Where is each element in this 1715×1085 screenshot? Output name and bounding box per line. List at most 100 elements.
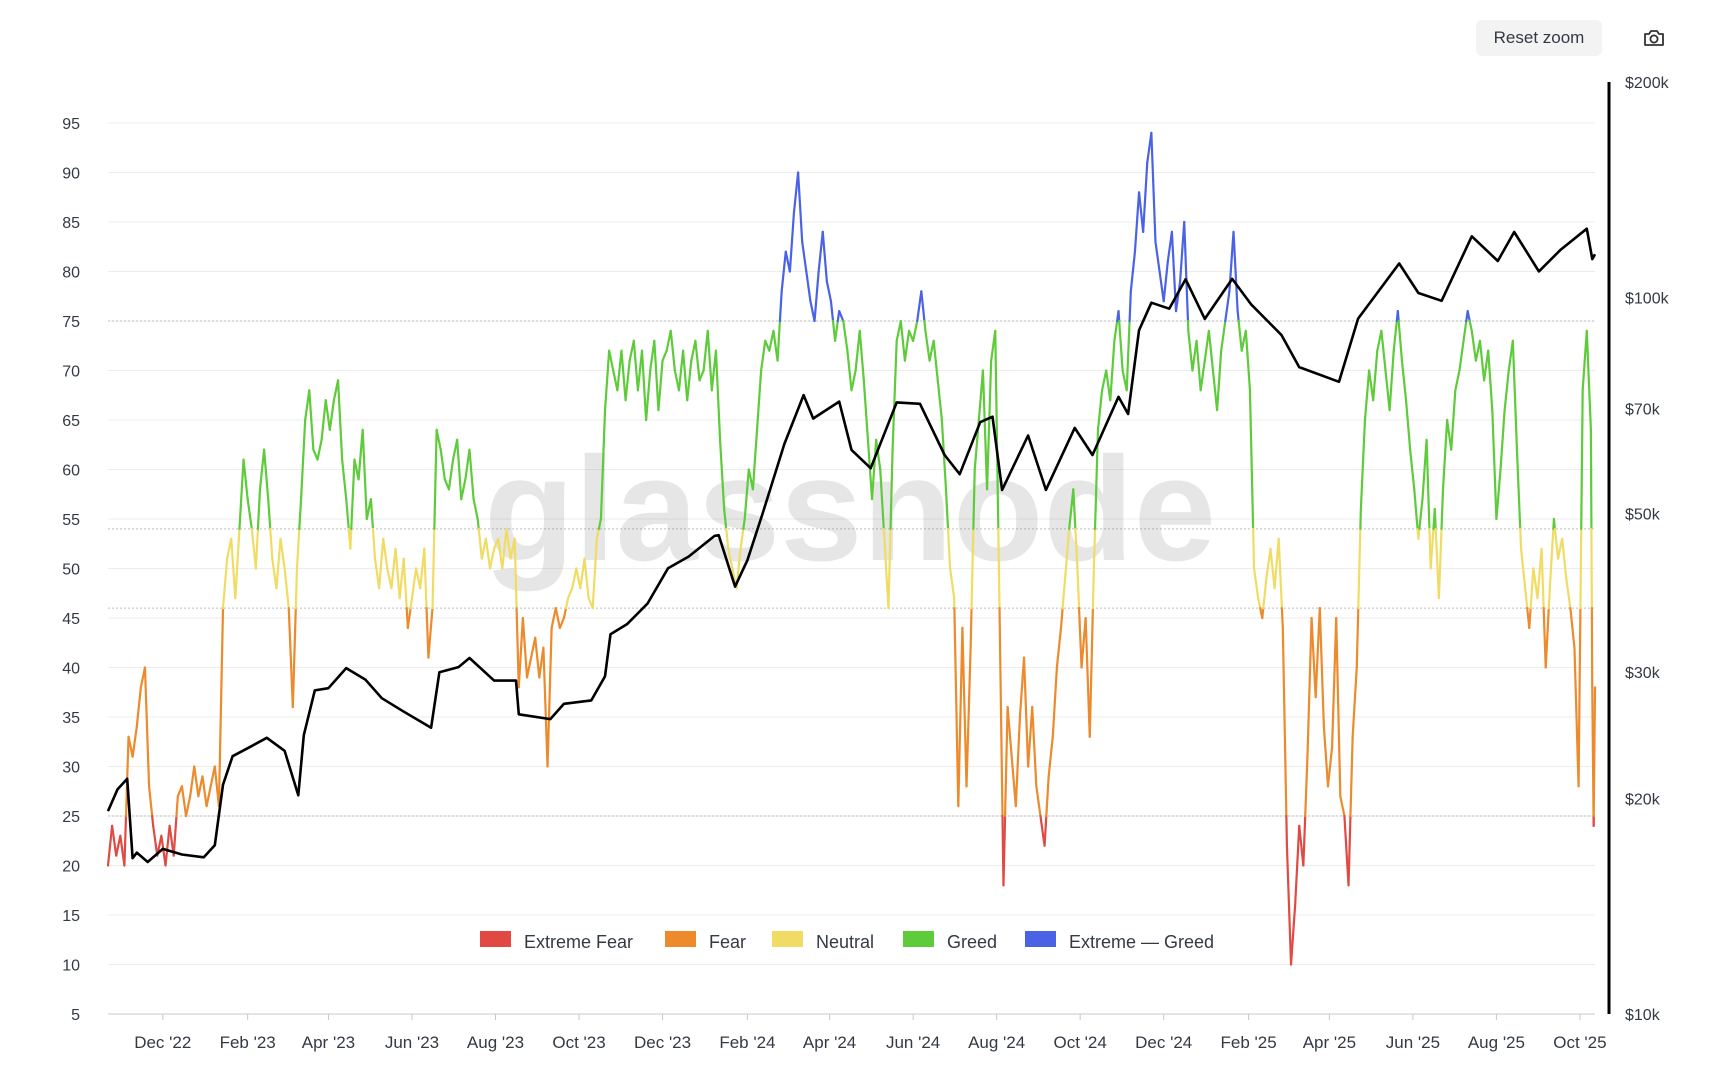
y-tick-label-left: 65 [62, 413, 80, 430]
sentiment-segment [687, 361, 691, 401]
sentiment-segment [1119, 321, 1122, 371]
sentiment-segment [1353, 668, 1357, 737]
sentiment-segment [1594, 687, 1595, 816]
sentiment-segment [671, 331, 675, 371]
sentiment-segment [1529, 608, 1530, 628]
y-tick-label-right: $200k [1625, 75, 1670, 92]
sentiment-segment [1566, 578, 1570, 608]
sentiment-segment [938, 380, 942, 420]
sentiment-segment [1591, 430, 1592, 529]
legend-label: Neutral [816, 932, 874, 952]
sentiment-segment [523, 618, 527, 677]
sentiment-segment [281, 539, 285, 569]
sentiment-segment [1398, 311, 1399, 321]
sentiment-segment [605, 351, 609, 410]
sentiment-segment [1197, 341, 1201, 391]
sentiment-segment [1258, 598, 1260, 608]
sentiment-segment [371, 499, 373, 529]
sentiment-segment [827, 281, 831, 301]
sentiment-segment [1496, 470, 1500, 520]
sentiment-segment [700, 371, 704, 381]
sentiment-segment [819, 232, 823, 272]
sentiment-segment [1305, 757, 1307, 816]
legend-label: Fear [709, 932, 746, 952]
sentiment-segment [708, 331, 712, 390]
x-tick-label: Oct '25 [1553, 1033, 1606, 1052]
sentiment-segment [1045, 816, 1047, 846]
y-tick-label-right: $50k [1625, 506, 1661, 523]
sentiment-segment [1283, 628, 1287, 816]
sentiment-segment [1049, 737, 1053, 777]
y-tick-label-left: 95 [62, 116, 80, 133]
sentiment-segment [1360, 509, 1361, 529]
sentiment-segment [1554, 519, 1555, 529]
sentiment-segment [383, 539, 387, 569]
sentiment-segment [424, 549, 426, 608]
legend-swatch [665, 931, 696, 947]
legend-label: Extreme — Greed [1069, 932, 1214, 952]
sentiment-segment [1402, 361, 1406, 401]
sentiment-segment [1238, 311, 1239, 321]
sentiment-segment [790, 212, 794, 271]
sentiment-segment [412, 569, 416, 599]
sentiment-segment [152, 816, 153, 826]
sentiment-segment [884, 529, 885, 539]
sentiment-segment [404, 559, 407, 609]
x-tick-label: Jun '25 [1386, 1033, 1440, 1052]
sentiment-segment [519, 618, 523, 687]
sentiment-segment [1542, 549, 1544, 608]
sentiment-segment [1439, 529, 1442, 598]
sentiment-segment [174, 816, 177, 856]
y-tick-label-right: $30k [1625, 665, 1661, 682]
sentiment-segment [564, 608, 566, 618]
sentiment-segment [1468, 311, 1470, 321]
sentiment-segment [1419, 499, 1422, 529]
sentiment-segment [998, 529, 999, 598]
y-tick-label-left: 85 [62, 215, 80, 232]
sentiment-segment [1201, 361, 1205, 391]
sentiment-segment [1312, 618, 1316, 697]
x-tick-label: Oct '24 [1053, 1033, 1106, 1052]
sentiment-segment [954, 608, 958, 806]
sentiment-segment [1365, 371, 1369, 421]
sentiment-segment [1549, 588, 1550, 608]
sentiment-segment [609, 351, 613, 371]
sentiment-segment [1406, 400, 1410, 450]
sentiment-segment [299, 499, 301, 529]
sentiment-segment [124, 816, 126, 866]
sentiment-segment [434, 430, 436, 529]
legend-item: Fear [665, 931, 746, 952]
sentiment-segment [235, 529, 239, 598]
y-tick-label-left: 25 [62, 809, 80, 826]
sentiment-segment [219, 608, 223, 806]
sentiment-segment [1581, 390, 1582, 529]
y-tick-label-left: 50 [62, 562, 80, 579]
sentiment-segment [1061, 608, 1063, 628]
sentiment-segment [1555, 529, 1558, 559]
sentiment-segment [1455, 371, 1459, 391]
sentiment-segment [1053, 668, 1057, 737]
sentiment-segment [925, 331, 929, 361]
x-tick-label: Feb '23 [220, 1033, 276, 1052]
sentiment-segment [778, 321, 780, 361]
sentiment-segment [1488, 351, 1492, 410]
x-tick-label: Dec '22 [134, 1033, 191, 1052]
sentiment-segment [1287, 846, 1291, 965]
y-tick-label-left: 15 [62, 908, 80, 925]
legend-item: Neutral [772, 931, 874, 952]
sentiment-segment [1094, 529, 1095, 569]
sentiment-segment [1562, 539, 1566, 579]
sentiment-segment [856, 331, 860, 371]
legend-item: Extreme Fear [480, 931, 633, 952]
sentiment-segment [1225, 291, 1229, 321]
sentiment-segment [1435, 509, 1436, 529]
sentiment-segment [1472, 331, 1476, 361]
sentiment-segment [258, 489, 260, 529]
y-tick-label-left: 60 [62, 463, 80, 480]
sentiment-segment [973, 470, 974, 529]
sentiment-segment [1513, 341, 1517, 450]
legend-swatch [480, 931, 511, 947]
sentiment-segment [1263, 578, 1266, 608]
